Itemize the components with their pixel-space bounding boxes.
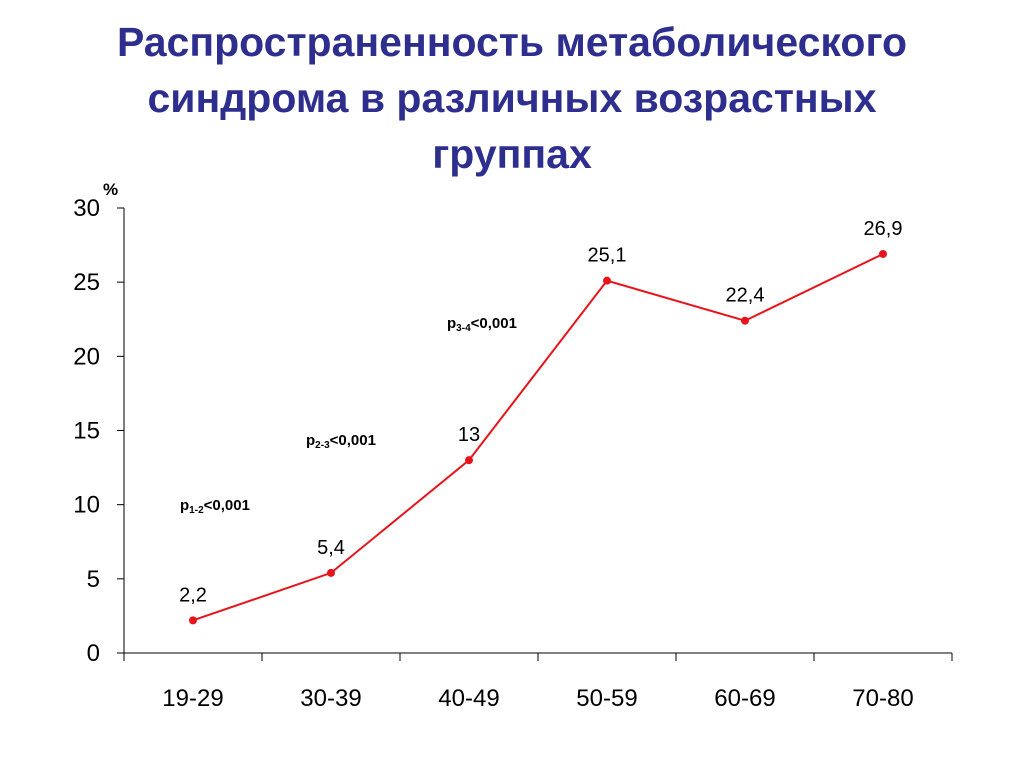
data-point (603, 276, 611, 285)
p-value-annotation: р3-4<0,001 (447, 315, 517, 334)
p-value-text: <0,001 (204, 497, 250, 514)
x-tick-label: 60-69 (714, 685, 775, 712)
p-value-prefix: р (306, 432, 315, 449)
data-label: 25,1 (588, 245, 627, 267)
y-tick-label: 25 (73, 269, 100, 296)
x-tick-label: 50-59 (576, 685, 637, 712)
p-value-prefix: р (180, 497, 189, 514)
x-tick-label: 30-39 (300, 685, 361, 712)
y-tick-label: 0 (87, 640, 100, 667)
data-point (327, 568, 335, 577)
y-tick-label: 5 (87, 566, 100, 593)
p-value-text: <0,001 (471, 315, 517, 332)
data-label: 2,2 (179, 584, 207, 606)
y-tick-label: 30 (73, 195, 100, 222)
y-axis: 0 5 10 15 20 25 30 (73, 195, 125, 667)
data-label: 22,4 (726, 285, 765, 307)
data-point (465, 456, 473, 465)
p-value-subscript: 3-4 (456, 323, 471, 334)
y-tick-label: 20 (73, 343, 100, 370)
y-axis-unit-label: % (103, 180, 118, 199)
x-tick-label: 40-49 (438, 685, 499, 712)
data-point (879, 249, 887, 258)
p-value-annotation: р2-3<0,001 (306, 432, 376, 451)
p-value-subscript: 2-3 (315, 440, 330, 451)
data-label: 5,4 (317, 537, 345, 559)
data-point (189, 616, 197, 625)
page-title: Распространенность метаболического синдр… (40, 14, 984, 182)
data-label: 13 (458, 424, 480, 446)
data-label: 26,9 (864, 218, 903, 240)
title-line-2: синдрома в различных возрастных (147, 75, 877, 121)
series-group: 2,2 5,4 13 25,1 22,4 26,9 (179, 218, 903, 625)
y-tick-label: 10 (73, 492, 100, 519)
x-tick-label: 70-80 (852, 685, 913, 712)
p-value-subscript: 1-2 (189, 505, 204, 516)
title-line-3: группах (432, 131, 592, 177)
title-line-1: Распространенность метаболического (116, 19, 908, 65)
p-value-text: <0,001 (330, 432, 376, 449)
x-axis: 19-29 30-39 40-49 50-59 60-69 70-80 (123, 652, 953, 712)
x-tick-label: 19-29 (162, 685, 223, 712)
data-point (741, 316, 749, 325)
series-line (192, 253, 884, 622)
p-value-annotation: р1-2<0,001 (180, 497, 250, 516)
y-tick-label: 15 (73, 418, 100, 445)
p-value-prefix: р (447, 315, 456, 332)
